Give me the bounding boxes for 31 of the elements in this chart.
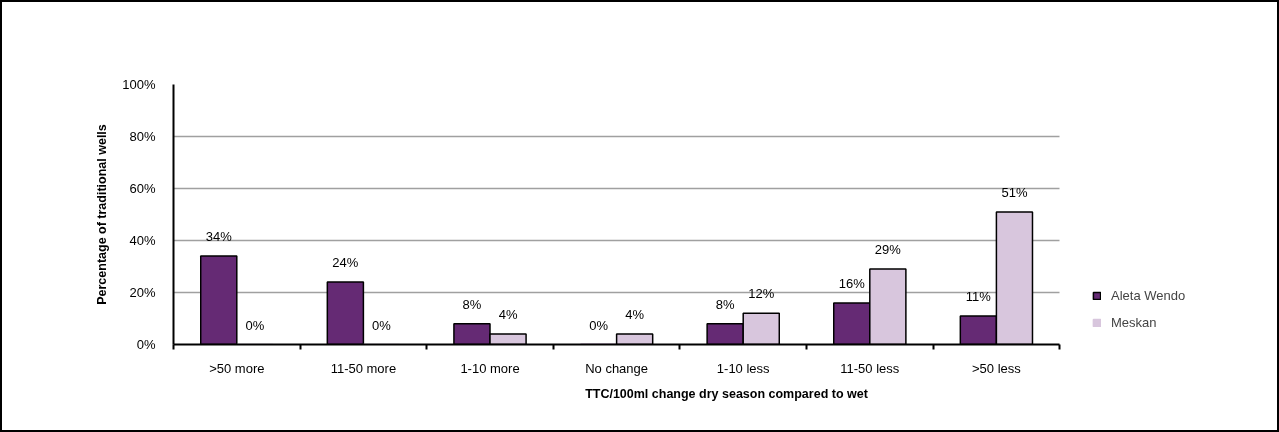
x-tick-label: 11-50 more	[330, 360, 397, 376]
data-label: 51%	[1001, 184, 1028, 200]
data-label: 4%	[498, 307, 518, 323]
x-tick-label: 1-10 less	[716, 360, 771, 376]
data-label: 8%	[715, 296, 735, 312]
legend-label: Meskan	[1111, 315, 1157, 330]
y-tick-label: 20%	[129, 285, 156, 300]
y-tick-label: 0%	[136, 337, 156, 352]
x-tick-label: >50 more	[209, 360, 265, 376]
x-tick-label: 11-50 less	[840, 360, 900, 376]
data-label: 24%	[332, 255, 359, 271]
x-tick-label: >50 less	[972, 360, 1022, 376]
y-tick-label: 40%	[129, 233, 156, 248]
x-axis-title: TTC/100ml change dry season compared to wet	[585, 386, 869, 401]
data-label: 0%	[372, 317, 392, 333]
y-tick-label: 60%	[129, 181, 156, 196]
data-label: 8%	[462, 296, 482, 312]
data-label: 12%	[748, 286, 775, 302]
data-label: 29%	[874, 242, 902, 258]
data-label: 4%	[625, 307, 645, 323]
y-axis-title: Percentage of traditional wells	[95, 124, 110, 305]
data-label: 0%	[245, 317, 265, 333]
data-label: 34%	[205, 229, 233, 245]
y-tick-label: 80%	[129, 129, 156, 144]
data-label: 0%	[589, 317, 609, 333]
x-tick-label: 1-10 more	[460, 360, 520, 376]
x-tick-label: No change	[585, 360, 649, 376]
legend-label: Aleta Wendo	[1111, 288, 1186, 303]
y-tick-label: 100%	[122, 77, 156, 92]
data-label: 16%	[838, 275, 866, 291]
data-label: 11%	[965, 288, 992, 304]
